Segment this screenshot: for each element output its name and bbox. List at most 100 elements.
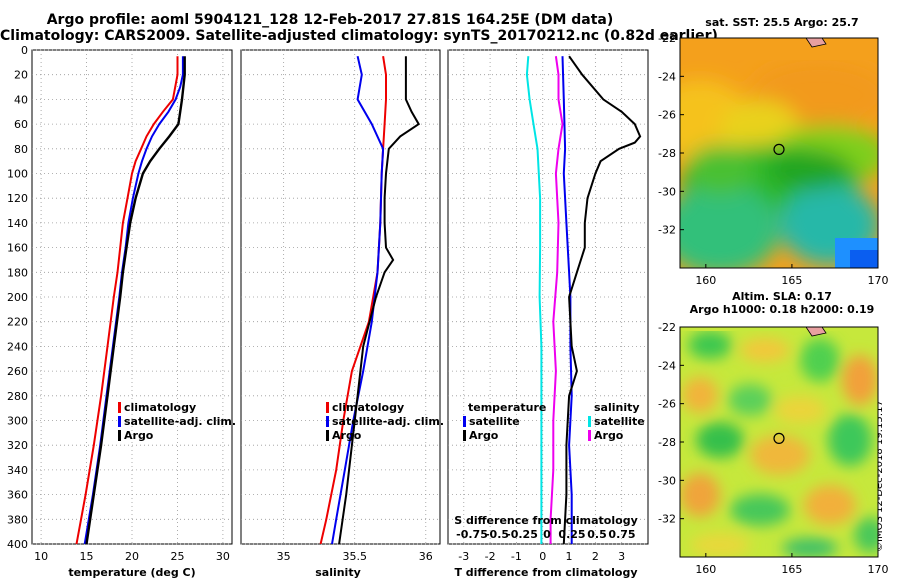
series-t-satellite [561, 56, 573, 544]
y-tick-label: 220 [7, 316, 28, 329]
x-tick-label: -2 [485, 550, 496, 563]
legend-item-swatch [326, 402, 329, 413]
y-tick-label: 40 [14, 93, 28, 106]
map-x-tick-label: 165 [781, 563, 802, 576]
map-sla-title-1: Altim. SLA: 0.17 [732, 290, 832, 303]
map-y-tick-label: -28 [658, 436, 676, 449]
map-x-tick-label: 170 [868, 274, 889, 287]
y-tick-label: 200 [7, 291, 28, 304]
legend-item-swatch [326, 416, 329, 427]
series-t-argo [562, 55, 642, 544]
map-y-tick-label: -30 [658, 474, 676, 487]
legend-s-satellite-swatch [588, 416, 591, 427]
title-line-1: Argo profile: aoml 5904121_128 12-Feb-20… [46, 12, 614, 28]
legend-t-argo-label: Argo [469, 429, 499, 442]
x-tick-label: 35 [277, 550, 291, 563]
map-y-tick-label: -24 [658, 70, 676, 83]
series-argo [338, 56, 421, 544]
sla-map [680, 327, 878, 557]
series-argo [85, 56, 186, 544]
x-tick-label: 20 [125, 550, 139, 563]
legend-temperature-header: temperature [468, 401, 546, 414]
map-sst-title: sat. SST: 25.5 Argo: 25.7 [705, 16, 859, 29]
map-x-tick-label: 160 [695, 274, 716, 287]
secondary-tick-label: 0 [543, 528, 551, 541]
secondary-tick-label: 0.75 [608, 528, 635, 541]
series-s-satellite [525, 56, 543, 544]
difference-panel: -3 -2 -1 0 1 2 3 T difference from climatology S… [447, 49, 649, 579]
map-sla-title-2: Argo h1000: 0.18 h2000: 0.19 [689, 303, 875, 316]
y-tick-label: 360 [7, 489, 28, 502]
argo-location-marker [773, 143, 785, 155]
y-tick-label: 380 [7, 513, 28, 526]
y-tick-label: 400 [7, 538, 28, 551]
legend-item-label: satellite-adj. clim. [124, 415, 236, 428]
map-y-tick-label: -30 [658, 185, 676, 198]
x-tick-label: -1 [511, 550, 522, 563]
y-tick-label: 320 [7, 439, 28, 452]
x-axis-label-secondary: S difference from climatology [454, 514, 638, 527]
y-tick-label: 120 [7, 192, 28, 205]
map-y-tick-label: -32 [658, 224, 676, 237]
legend-s-satellite-label: satellite [594, 415, 645, 428]
secondary-tick-label: -0.75 [456, 528, 488, 541]
secondary-tick-label: -0.25 [506, 528, 538, 541]
panel-frame [240, 49, 441, 545]
y-tick-label: 20 [14, 69, 28, 82]
x-tick-label: 10 [34, 550, 48, 563]
argo-location-marker [773, 432, 785, 444]
x-axis-label: salinity [315, 566, 361, 579]
y-tick-label: 0 [21, 44, 28, 57]
legend-item-label: satellite-adj. clim. [332, 415, 444, 428]
map-x-tick-label: 170 [868, 563, 889, 576]
secondary-tick-label: -0.5 [485, 528, 509, 541]
legend-item-label: Argo [332, 429, 362, 442]
x-tick-label: 1 [566, 550, 573, 563]
map-y-tick-label: -26 [658, 109, 676, 122]
legend-item-label: climatology [332, 401, 404, 414]
x-tick-label: 3 [618, 550, 625, 563]
y-tick-label: 300 [7, 415, 28, 428]
map-axes: -22 -24 -26 -28 -30 -32 160 165 170 -22 -24 -26 -28 -… [658, 32, 888, 576]
map-y-tick-label: -28 [658, 147, 676, 160]
map-x-tick-label: 165 [781, 274, 802, 287]
y-tick-label: 100 [7, 168, 28, 181]
map-y-tick-label: -32 [658, 513, 676, 526]
title-line-2: Climatology: CARS2009. Satellite-adjuste… [0, 28, 718, 44]
map-y-tick-label: -26 [658, 398, 676, 411]
legend-salinity-header: salinity [594, 401, 640, 414]
legend-t-satellite-swatch [463, 416, 466, 427]
x-axis-label: temperature (deg C) [68, 566, 195, 579]
x-tick-label: 36 [419, 550, 433, 563]
map-x-tick-label: 160 [695, 563, 716, 576]
y-tick-label: 60 [14, 118, 28, 131]
legend-item-swatch [118, 416, 121, 427]
legend-item-swatch [118, 430, 121, 441]
legend-t-argo-swatch [463, 430, 466, 441]
map-y-tick-label: -24 [658, 359, 676, 372]
legend-item-label: climatology [124, 401, 196, 414]
sst-map [680, 38, 878, 268]
secondary-tick-label: 0.25 [558, 528, 585, 541]
series-climatology [75, 56, 179, 544]
y-tick-label: 160 [7, 242, 28, 255]
map-y-tick-label: -22 [658, 32, 676, 45]
x-tick-label: 2 [592, 550, 599, 563]
legend-s-argo-swatch [588, 430, 591, 441]
y-tick-label: 260 [7, 365, 28, 378]
y-tick-label: 280 [7, 390, 28, 403]
y-tick-label: 80 [14, 143, 28, 156]
x-tick-label: 25 [170, 550, 184, 563]
temperature-panel: 0 20 40 60 80 100 120 140 160 180 200 220 240 260 280 3… [7, 44, 236, 579]
salinity-panel: 35 35.5 36 salinity climatologysatellite-adj… [240, 49, 444, 579]
y-tick-label: 340 [7, 464, 28, 477]
legend-t-satellite-label: satellite [469, 415, 520, 428]
y-tick-label: 180 [7, 266, 28, 279]
x-tick-label: 35.5 [342, 550, 367, 563]
series-s-argo [549, 56, 564, 544]
legend-item-label: Argo [124, 429, 154, 442]
x-tick-label: 0 [539, 550, 546, 563]
legend-item-swatch [326, 430, 329, 441]
y-tick-label: 140 [7, 217, 28, 230]
